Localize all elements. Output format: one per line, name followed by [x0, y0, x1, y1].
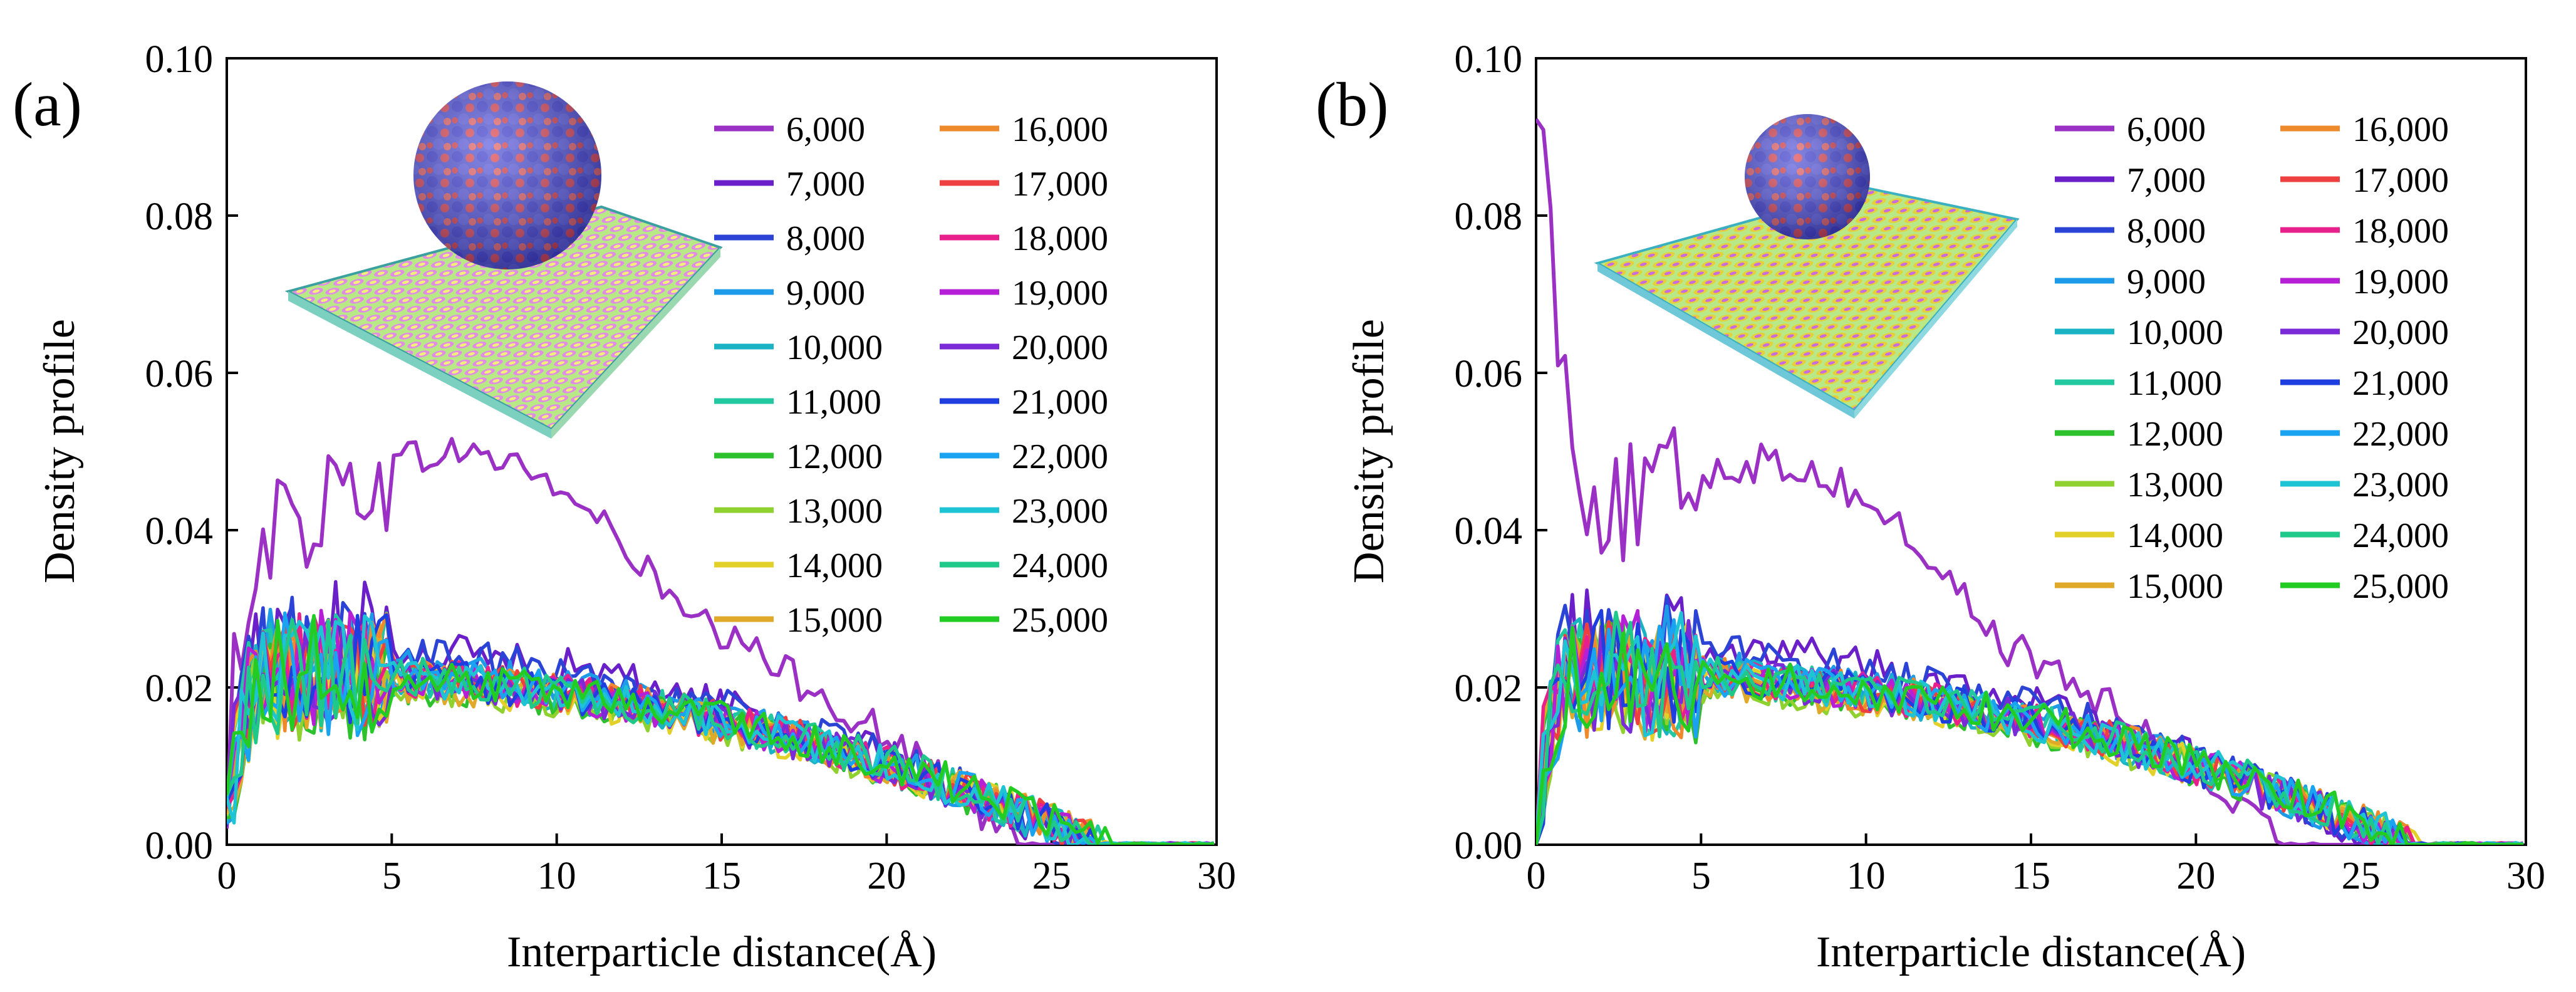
axes-b: 0 5 10 15 20 25 30 0.00 0.02 0.04 0.06 0.08 0.10	[1455, 38, 2546, 897]
legend-label-a-14000: 14,000	[786, 546, 883, 585]
legend-label-b-25000: 25,000	[2352, 567, 2449, 606]
legend-label-a-25000: 25,000	[1012, 601, 1108, 640]
legend-label-b-15000: 15,000	[2127, 567, 2223, 606]
x-tick-label-b-3: 15	[2012, 855, 2050, 897]
legend-label-b-12000: 12,000	[2127, 415, 2223, 454]
series-line-b-25000	[1536, 626, 2523, 845]
y-tick-label-b-1: 0.02	[1455, 667, 1523, 710]
y-tick-label-a-1: 0.02	[145, 667, 214, 710]
legend-b: 6,000 7,000 8,000 9,000 10,000 11,000 12,000 13…	[2055, 110, 2449, 606]
legend-label-b-7000: 7,000	[2127, 161, 2206, 200]
series-line-b-6000	[1536, 118, 2524, 845]
series-line-a-23000	[227, 614, 1214, 845]
legend-label-b-17000: 17,000	[2352, 161, 2449, 200]
legend-label-b-8000: 8,000	[2127, 212, 2206, 251]
x-tick-label-a-1: 5	[382, 855, 402, 897]
legend-label-a-6000: 6,000	[786, 110, 865, 149]
y-tick-label-a-4: 0.08	[145, 196, 214, 238]
x-tick-label-a-4: 20	[867, 855, 906, 897]
panel-label-b: (b)	[1316, 70, 1389, 139]
x-tick-label-b-2: 10	[1847, 855, 1886, 897]
x-tick-label-a-3: 15	[702, 855, 741, 897]
legend-label-b-18000: 18,000	[2352, 212, 2449, 251]
legend-label-b-9000: 9,000	[2127, 263, 2206, 301]
panel-label-a: (a)	[13, 70, 82, 139]
legend-label-b-19000: 19,000	[2352, 263, 2449, 301]
y-tick-label-a-5: 0.10	[145, 38, 214, 81]
y-tick-label-b-3: 0.06	[1455, 353, 1523, 395]
legend-label-b-14000: 14,000	[2127, 516, 2223, 555]
series-line-a-21000	[227, 613, 1215, 845]
legend-label-b-23000: 23,000	[2352, 466, 2449, 504]
legend-label-a-19000: 19,000	[1012, 274, 1108, 313]
x-tick-label-a-2: 10	[538, 855, 576, 897]
legend-label-a-7000: 7,000	[786, 165, 865, 204]
y-tick-label-b-0: 0.00	[1455, 825, 1523, 867]
x-tick-label-b-4: 20	[2176, 855, 2215, 897]
legend-a: 6,000 7,000 8,000 9,000 10,000 11,000 12,000 13…	[714, 110, 1108, 640]
series-line-a-25000	[227, 613, 1214, 845]
series-line-b-24000	[1536, 610, 2523, 845]
x-axis-title-b: Interparticle distance(Å)	[1816, 928, 2246, 976]
legend-label-a-10000: 10,000	[786, 328, 883, 367]
legend-label-a-21000: 21,000	[1012, 383, 1108, 422]
y-axis-title-b: Density profile	[1345, 319, 1393, 583]
legend-label-a-20000: 20,000	[1012, 328, 1108, 367]
x-tick-label-a-6: 30	[1197, 855, 1236, 897]
legend-label-a-8000: 8,000	[786, 219, 865, 258]
legend-label-a-23000: 23,000	[1012, 492, 1108, 531]
x-tick-label-b-0: 0	[1527, 855, 1546, 897]
y-axis-title-a: Density profile	[36, 319, 84, 583]
legend-label-a-11000: 11,000	[786, 383, 881, 422]
x-tick-label-a-5: 25	[1032, 855, 1071, 897]
x-tick-label-b-5: 25	[2342, 855, 2381, 897]
inset-image-a	[284, 81, 723, 439]
series-line-a-6000	[227, 437, 1214, 845]
axes-a: 0 5 10 15 20 25 30 0.00 0.02 0.04 0.06 0.08 0.10	[145, 38, 1237, 897]
legend-label-b-11000: 11,000	[2127, 364, 2222, 403]
legend-label-b-22000: 22,000	[2352, 415, 2449, 454]
x-tick-label-b-1: 5	[1691, 855, 1711, 897]
legend-label-b-10000: 10,000	[2127, 313, 2223, 352]
legend-label-a-17000: 17,000	[1012, 165, 1108, 204]
series-lines-a	[227, 437, 1215, 845]
panel-b: (b) 0 5 10 15 20 25 30 0.00 0.02 0.04 0.06 0.08 0.10…	[1316, 38, 2545, 976]
legend-label-b-24000: 24,000	[2352, 516, 2449, 555]
legend-label-a-16000: 16,000	[1012, 110, 1108, 149]
legend-label-b-13000: 13,000	[2127, 466, 2223, 504]
legend-label-a-18000: 18,000	[1012, 219, 1108, 258]
legend-label-b-6000: 6,000	[2127, 110, 2206, 149]
legend-label-b-21000: 21,000	[2352, 364, 2449, 403]
y-tick-label-a-3: 0.06	[145, 353, 214, 395]
x-tick-label-a-0: 0	[217, 855, 237, 897]
legend-label-a-15000: 15,000	[786, 601, 883, 640]
legend-label-a-9000: 9,000	[786, 274, 865, 313]
inset-image-b	[1594, 114, 2020, 419]
y-tick-label-b-2: 0.04	[1455, 510, 1523, 553]
legend-label-a-24000: 24,000	[1012, 546, 1108, 585]
legend-label-a-12000: 12,000	[786, 437, 883, 476]
y-tick-label-b-4: 0.08	[1455, 196, 1523, 238]
series-lines-b	[1536, 118, 2524, 845]
y-tick-label-b-5: 0.10	[1455, 38, 1523, 81]
y-tick-label-a-0: 0.00	[145, 825, 214, 867]
legend-label-a-22000: 22,000	[1012, 437, 1108, 476]
panel-a: (a) 0 5 10 15 20 25 30 0.00 0.02 0.04 0.06 0.08 0.10…	[13, 38, 1236, 976]
legend-label-a-13000: 13,000	[786, 492, 883, 531]
x-tick-label-b-6: 30	[2506, 855, 2545, 897]
y-tick-label-a-2: 0.04	[145, 510, 214, 553]
legend-label-b-20000: 20,000	[2352, 313, 2449, 352]
legend-label-b-16000: 16,000	[2352, 110, 2449, 149]
x-axis-title-a: Interparticle distance(Å)	[507, 928, 937, 976]
